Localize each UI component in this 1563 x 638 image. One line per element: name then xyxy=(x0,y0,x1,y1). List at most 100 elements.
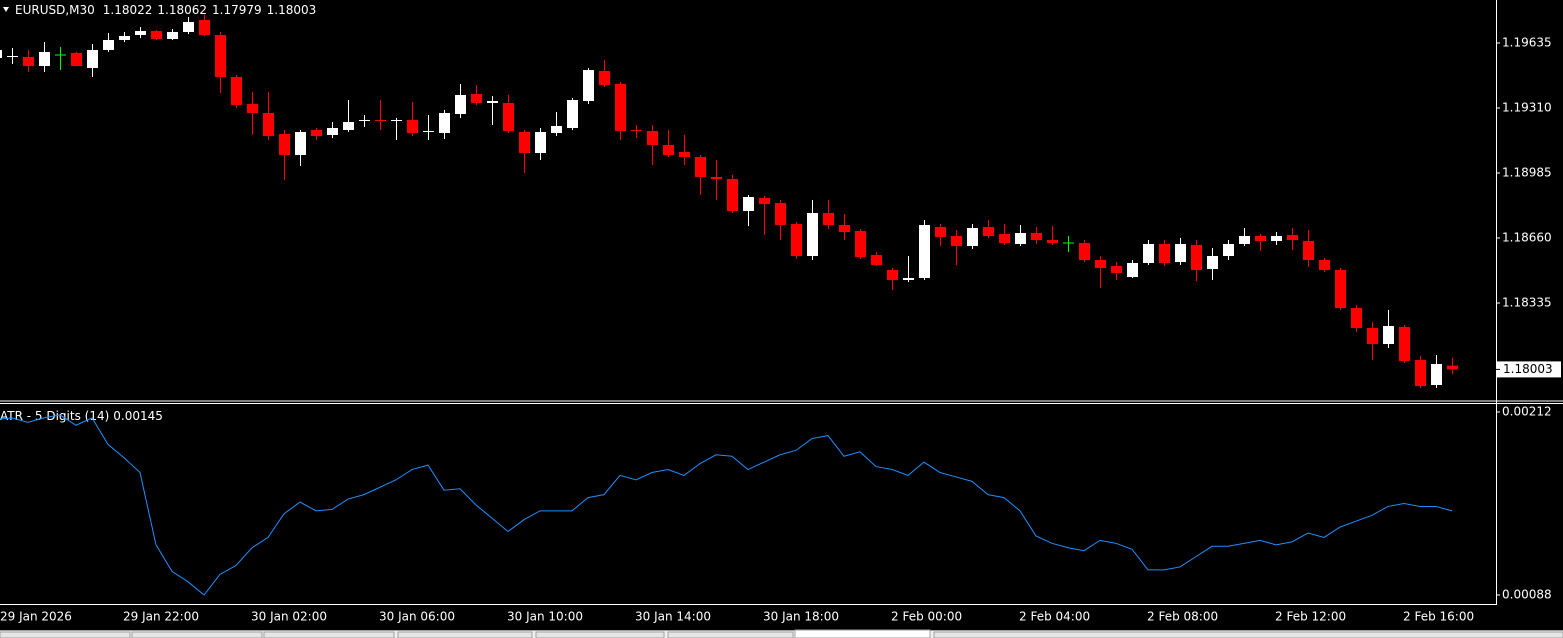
candle-body xyxy=(999,234,1010,243)
candle-body xyxy=(343,122,354,130)
chart-tab[interactable] xyxy=(0,631,131,638)
candle-body xyxy=(663,145,674,155)
y-tick-label: 1.18985 xyxy=(1502,166,1552,180)
chart-tab[interactable] xyxy=(397,631,533,638)
candle-body xyxy=(631,130,642,131)
y-tick-label: 1.18660 xyxy=(1502,231,1552,245)
x-tick-label: 29 Jan 22:00 xyxy=(123,610,199,624)
y-tick-label: 1.19310 xyxy=(1502,101,1552,115)
candle-body xyxy=(775,203,786,225)
candle-body xyxy=(87,50,98,68)
candle-body xyxy=(135,31,146,35)
candle-body xyxy=(1255,236,1266,241)
candle-body xyxy=(311,130,322,136)
candle-body xyxy=(263,113,274,136)
candle-body xyxy=(743,197,754,211)
candle-body xyxy=(39,52,50,66)
indicator-line xyxy=(0,414,1453,596)
candle-body xyxy=(247,104,258,113)
candle-body xyxy=(423,131,434,132)
candle-body xyxy=(615,84,626,131)
candle-body xyxy=(1447,365,1458,370)
x-tick-label: 2 Feb 04:00 xyxy=(1019,610,1090,624)
y-tick-label: 1.18335 xyxy=(1502,296,1552,310)
candle-body xyxy=(1399,327,1410,361)
candle-body xyxy=(1111,266,1122,273)
candle-body xyxy=(1207,256,1218,269)
candle-body xyxy=(1351,308,1362,328)
candle-body xyxy=(327,128,338,135)
candle-body xyxy=(1239,236,1250,244)
candle-body xyxy=(1047,240,1058,243)
high-price: 1.18062 xyxy=(157,3,207,17)
chart-tab[interactable] xyxy=(131,631,263,638)
x-tick-label: 30 Jan 10:00 xyxy=(507,610,583,624)
candle-body xyxy=(407,120,418,133)
candle-body xyxy=(1191,245,1202,270)
candle-body xyxy=(823,213,834,225)
x-tick-label: 2 Feb 08:00 xyxy=(1147,610,1218,624)
candle-body xyxy=(1143,244,1154,263)
chart-tab[interactable] xyxy=(667,631,794,638)
candle-body xyxy=(455,95,466,114)
candle-body xyxy=(951,236,962,246)
candle-body xyxy=(151,31,162,39)
candle-body xyxy=(1127,263,1138,277)
candle-body xyxy=(1431,364,1442,385)
candle-body xyxy=(695,157,706,177)
candle-body xyxy=(0,50,2,58)
candle-body xyxy=(231,77,242,105)
candle-body xyxy=(679,152,690,157)
candle-body xyxy=(1303,241,1314,260)
candle-body xyxy=(551,126,562,133)
indicator-value: 0.00145 xyxy=(113,409,163,423)
candle-body xyxy=(1271,236,1282,241)
candle-body xyxy=(903,278,914,280)
symbol-menu-arrow[interactable] xyxy=(3,7,9,12)
chart-tab[interactable] xyxy=(263,631,395,638)
candle-body xyxy=(295,132,306,155)
candle-body xyxy=(1367,328,1378,344)
candle-body xyxy=(871,255,882,265)
x-tick-label: 2 Feb 16:00 xyxy=(1403,610,1474,624)
candle-body xyxy=(1095,260,1106,268)
x-tick-label: 2 Feb 12:00 xyxy=(1275,610,1346,624)
x-tick-label: 2 Feb 00:00 xyxy=(891,610,962,624)
chart-tab-active[interactable] xyxy=(794,629,931,638)
candle-body xyxy=(583,70,594,101)
candle-body xyxy=(7,56,18,57)
candle-body xyxy=(855,231,866,257)
candle-body xyxy=(503,103,514,131)
candle-body xyxy=(391,120,402,121)
low-price: 1.17979 xyxy=(212,3,262,17)
candle-body xyxy=(375,120,386,121)
candle-body xyxy=(71,53,82,66)
open-price: 1.18022 xyxy=(103,3,153,17)
candle-body xyxy=(791,224,802,256)
candle-body xyxy=(103,40,114,50)
candle-body xyxy=(1015,233,1026,244)
candle-body xyxy=(967,228,978,246)
candle-body xyxy=(279,134,290,155)
candle-body xyxy=(1079,243,1090,260)
x-tick-label: 30 Jan 02:00 xyxy=(251,610,327,624)
chart-tab[interactable] xyxy=(535,631,665,638)
candle-body xyxy=(519,132,530,153)
candle-body xyxy=(807,213,818,256)
y-tick-label: 0.00212 xyxy=(1502,404,1552,418)
candle-body xyxy=(839,225,850,232)
chart-tab[interactable] xyxy=(933,631,1563,638)
candle-body xyxy=(487,101,498,103)
candle-body xyxy=(759,198,770,204)
candle-body xyxy=(535,132,546,153)
indicator-header: ATR - 5 Digits (14) 0.00145 xyxy=(0,409,163,423)
candle-body xyxy=(183,22,194,32)
candle-body xyxy=(1223,244,1234,256)
candle-body xyxy=(935,227,946,237)
current-price-box xyxy=(1497,361,1561,378)
x-tick-label: 29 Jan 2026 xyxy=(0,610,72,624)
candle-body xyxy=(1159,244,1170,263)
y-tick-label: 1.19635 xyxy=(1502,36,1552,50)
